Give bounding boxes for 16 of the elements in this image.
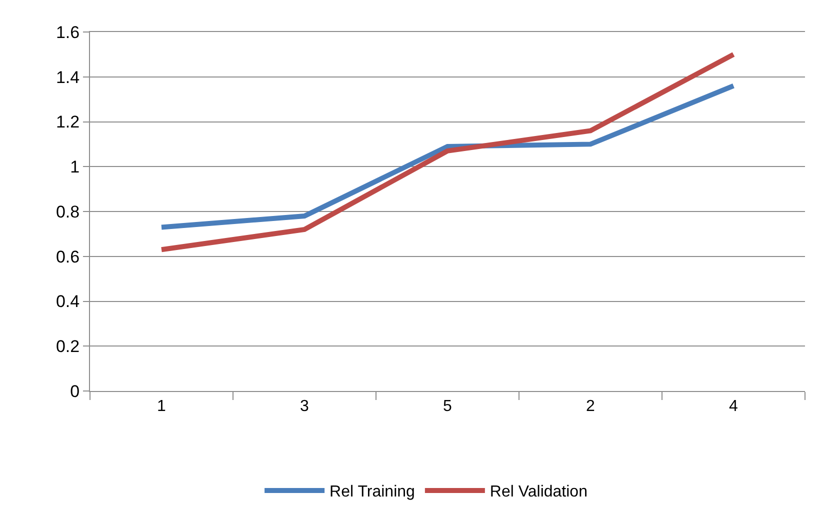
y-tick-label: 0 [70, 382, 80, 401]
y-tick-label: 0.8 [56, 202, 80, 222]
x-tick-label: 5 [443, 398, 452, 416]
x-tick-label: 3 [300, 398, 310, 416]
y-tick-label: 1.2 [56, 112, 80, 132]
x-tick-label: 2 [586, 398, 596, 416]
y-tick-label: 1 [70, 158, 80, 177]
y-tick-label: 1.4 [56, 68, 80, 87]
legend-label: Rel Training [330, 484, 415, 501]
y-tick-label: 0.6 [56, 247, 80, 266]
y-tick-label: 1.6 [56, 22, 80, 42]
x-tick-label: 4 [729, 398, 738, 416]
legend-label: Rel Validation [490, 484, 588, 501]
y-tick-label: 0.4 [56, 292, 80, 312]
y-tick-label: 0.2 [56, 337, 80, 356]
x-tick-label: 1 [157, 398, 166, 416]
